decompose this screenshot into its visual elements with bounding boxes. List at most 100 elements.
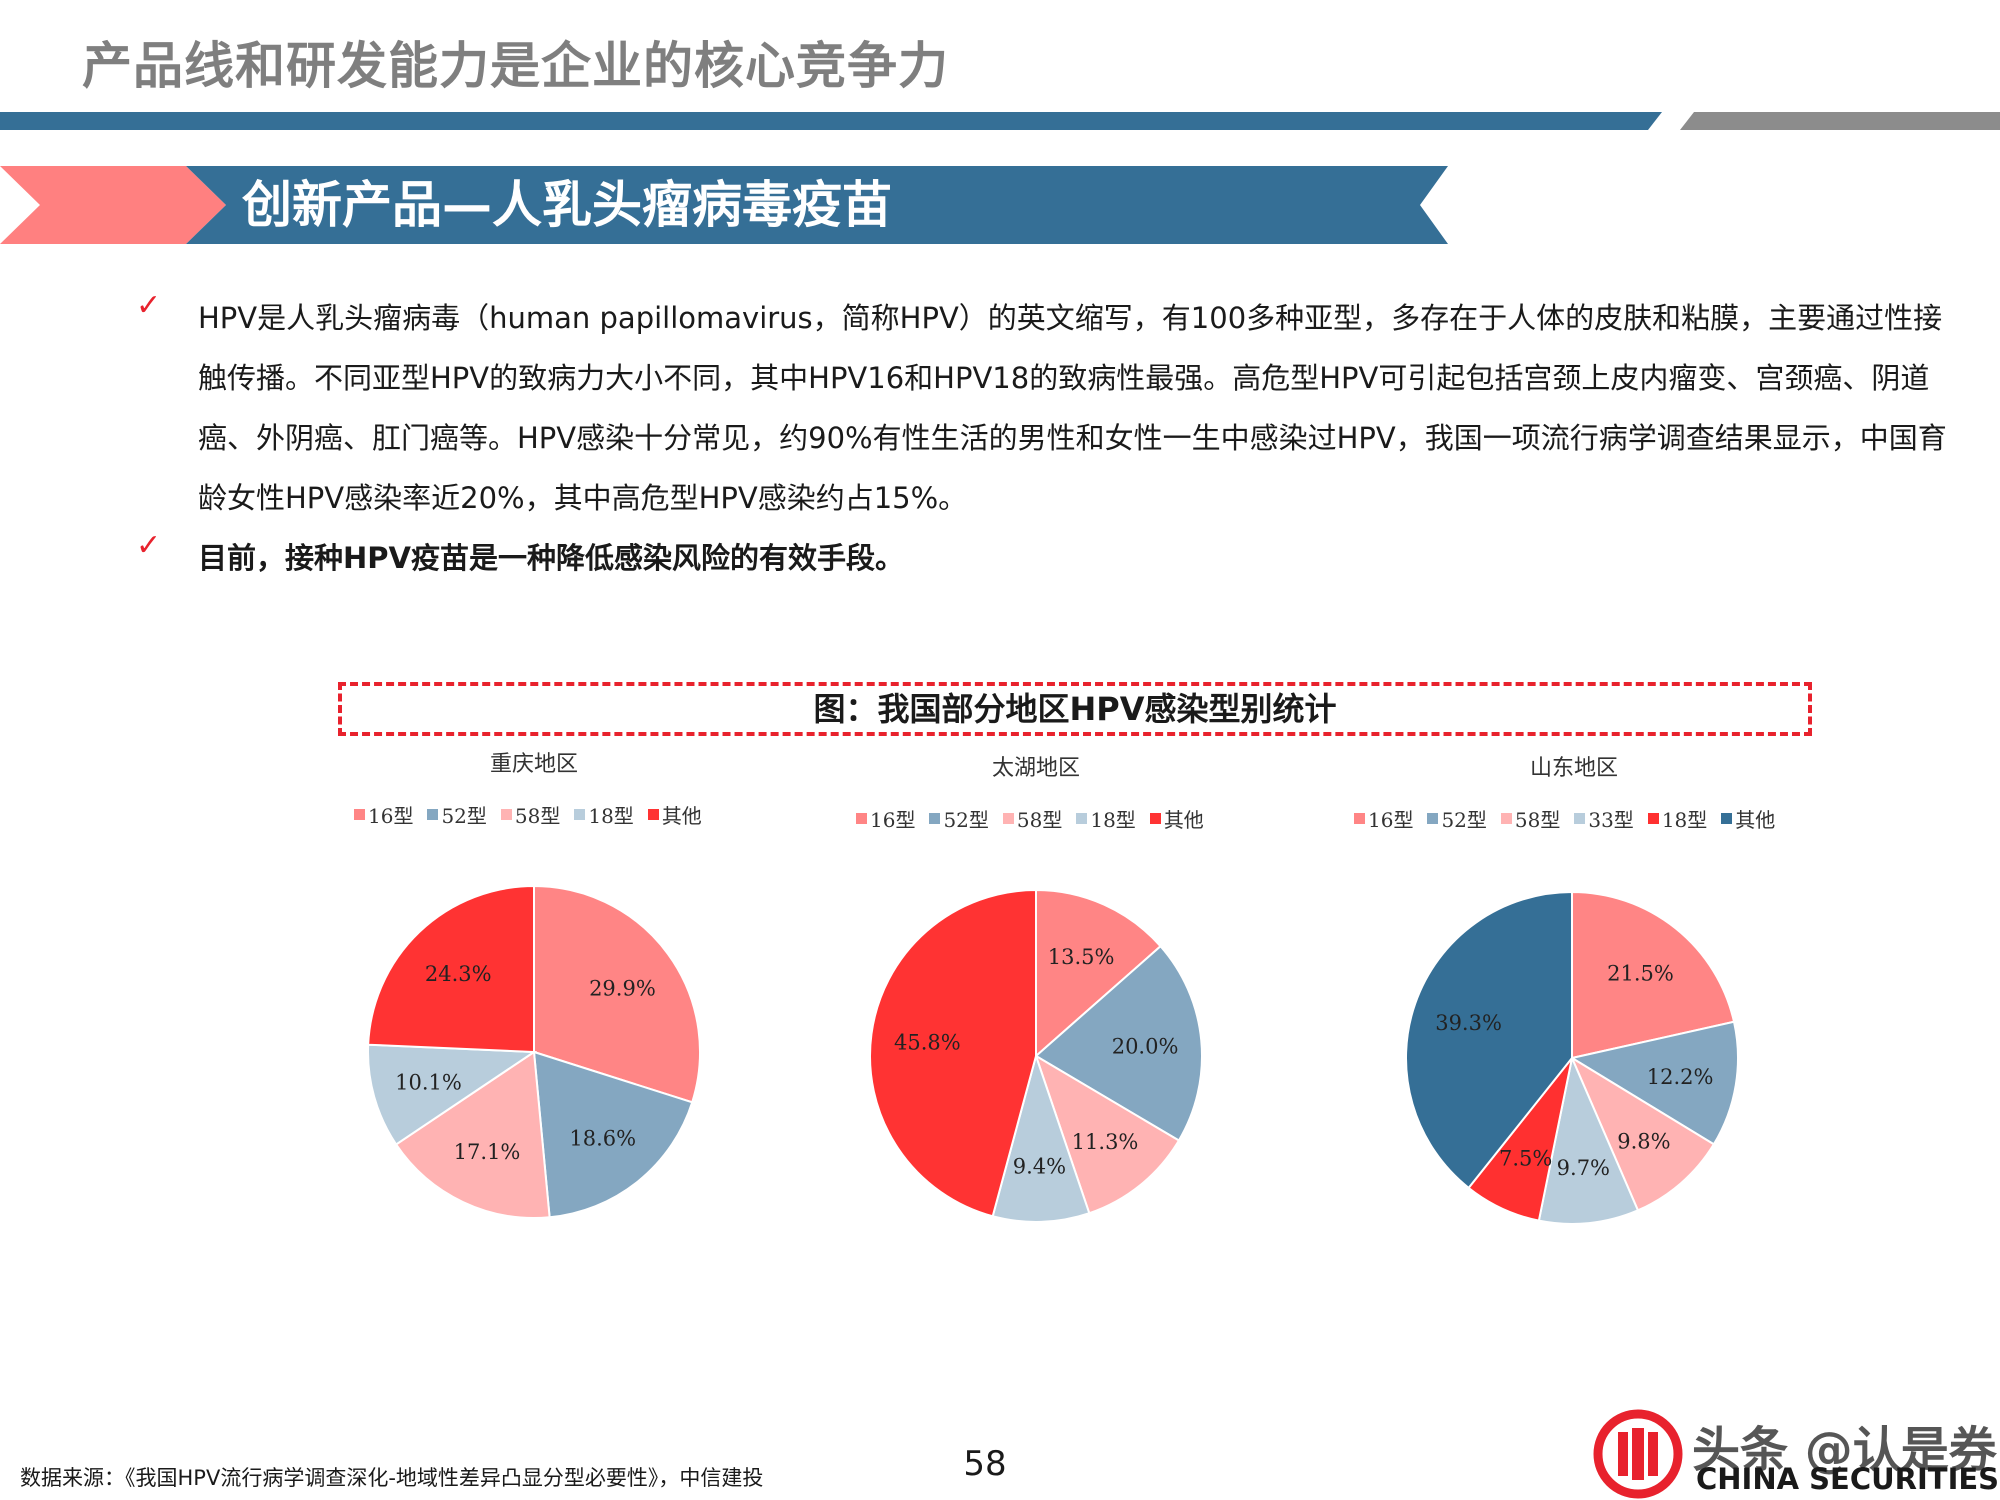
slice-data-label: 20.0%	[1112, 1035, 1179, 1059]
legend-item: 58型	[1500, 804, 1561, 833]
slice-data-label: 9.7%	[1557, 1156, 1610, 1180]
pie-chart: 13.5% 20.0% 11.3%9.4% 45.8%	[869, 888, 1203, 1223]
slice-data-label: 18.6%	[569, 1126, 636, 1150]
legend-item: 18型	[1076, 804, 1136, 833]
legend-swatch	[354, 809, 365, 820]
chart-title-taihu: 太湖地区	[991, 756, 1080, 781]
pie-slice	[1035, 888, 1162, 1059]
slice-data-label: 21.5%	[1607, 961, 1674, 985]
slice-data-label: 17.1%	[454, 1140, 521, 1164]
page-number: 58	[963, 1444, 1007, 1484]
pie-slice	[1405, 890, 1573, 1190]
legend-swatch	[1721, 813, 1733, 824]
legend-swatch	[1500, 813, 1512, 824]
legend-label: 18型	[1661, 808, 1708, 832]
legend-label: 其他	[661, 804, 702, 828]
legend-label: 52型	[441, 804, 487, 828]
citic-logo-icon	[1593, 1409, 1683, 1499]
legend-item: 52型	[929, 804, 989, 833]
legend-item: 其他	[1149, 804, 1204, 833]
legend-swatch	[1427, 813, 1439, 824]
legend-label: 其他	[1735, 808, 1776, 832]
legend-item: 18型	[1647, 804, 1708, 833]
figure-title-frame	[338, 682, 1812, 736]
pie-slice	[1569, 1055, 1716, 1212]
figure-title: 图：我国部分地区HPV感染型别统计	[813, 690, 1337, 728]
chart-legend-taihu: 16型 52型 58型 18型 其他	[856, 804, 1204, 833]
slice-data-label: 45.8%	[894, 1031, 961, 1055]
legend-label: 其他	[1163, 808, 1204, 832]
check-icon: ✓	[136, 528, 162, 563]
pie-slice	[1034, 944, 1203, 1142]
slice-data-label: 24.3%	[425, 962, 492, 986]
legend-label: 16型	[1368, 808, 1414, 832]
brand-name: CHINA SECURITIES	[1696, 1462, 2000, 1496]
header-rule-blue	[0, 112, 1662, 130]
bullet-item: ✓ HPV是人乳头瘤病毒（human papillomavirus，简称HPV）…	[136, 288, 1956, 528]
check-icon: ✓	[136, 288, 162, 323]
legend-label: 33型	[1588, 808, 1634, 832]
pie-slice	[394, 1050, 551, 1219]
pie-slice	[1569, 1020, 1739, 1146]
legend-item: 58型	[500, 800, 560, 829]
legend-label: 58型	[1514, 808, 1561, 832]
legend-label: 16型	[368, 804, 414, 828]
pie-chart: 21.5% 12.2% 9.8% 9.7%7.5% 39.3%	[1405, 890, 1739, 1225]
pie-slice	[367, 1043, 538, 1146]
pie-slice	[991, 1052, 1091, 1223]
pie-slice	[367, 884, 535, 1054]
legend-item: 16型	[856, 804, 915, 833]
legend-item: 其他	[647, 800, 702, 829]
legend-item: 16型	[354, 800, 413, 829]
pie-slice	[1571, 890, 1736, 1060]
legend-swatch	[1076, 813, 1088, 824]
bullet-item: ✓ 目前，接种HPV疫苗是一种降低感染风险的有效手段。	[136, 528, 1956, 588]
legend-item: 58型	[1002, 804, 1062, 833]
bullet-text-emphasis: 目前，接种HPV疫苗是一种降低感染风险的有效手段。	[198, 541, 904, 575]
chart-legend-shandong: 16型 52型 58型 33型 18型 其他	[1354, 804, 1775, 833]
slice-data-label: 13.5%	[1048, 945, 1115, 969]
pie-slice	[1034, 1053, 1181, 1215]
legend-label: 18型	[588, 804, 634, 828]
legend-item: 18型	[574, 800, 634, 829]
legend-label: 18型	[1090, 808, 1136, 832]
legend-swatch	[1002, 813, 1014, 824]
legend-swatch	[574, 809, 586, 820]
legend-swatch	[856, 813, 867, 824]
legend-swatch	[647, 809, 659, 820]
section-banner	[0, 166, 1448, 244]
chart-title-chongqing: 重庆地区	[489, 752, 578, 777]
watermark: 头条 @认是券	[1692, 1422, 1997, 1478]
pie-slice	[533, 884, 701, 1104]
legend-label: 16型	[870, 808, 916, 832]
legend-swatch	[1354, 813, 1365, 824]
slice-data-label: 9.4%	[1013, 1155, 1066, 1179]
legend-item: 52型	[427, 800, 487, 829]
header-rule	[0, 112, 2000, 130]
slice-data-label: 11.3%	[1072, 1130, 1139, 1154]
legend-item: 33型	[1574, 804, 1634, 833]
pie-slice	[869, 888, 1037, 1218]
slice-data-label: 29.9%	[589, 976, 656, 1000]
section-heading: 创新产品—人乳头瘤病毒疫苗	[242, 176, 892, 234]
slice-data-label: 12.2%	[1647, 1065, 1714, 1089]
header-rule-gray	[1680, 112, 2000, 130]
pie-slice	[532, 1050, 694, 1219]
bullet-text: HPV是人乳头瘤病毒（human papillomavirus，简称HPV）的英…	[198, 301, 1947, 515]
data-source-note: 数据来源：《我国HPV流行病学调查深化-地域性差异凸显分型必要性》，中信建投	[20, 1466, 764, 1490]
slice-data-label: 10.1%	[395, 1071, 462, 1095]
legend-swatch	[1574, 813, 1586, 824]
banner-pink-arrow	[0, 166, 226, 244]
legend-swatch	[929, 813, 941, 824]
legend-item: 52型	[1427, 804, 1487, 833]
legend-swatch	[500, 809, 512, 820]
chart-title-shandong: 山东地区	[1529, 756, 1618, 781]
legend-item: 16型	[1354, 804, 1413, 833]
chart-legend-chongqing: 16型 52型 58型 18型 其他	[354, 800, 702, 829]
legend-item: 其他	[1721, 804, 1775, 833]
legend-swatch	[1149, 813, 1161, 824]
legend-label: 52型	[943, 808, 989, 832]
slice-data-label: 39.3%	[1435, 1011, 1502, 1035]
pie-chart: 29.9% 18.6% 17.1% 10.1% 24.3%	[367, 884, 701, 1219]
